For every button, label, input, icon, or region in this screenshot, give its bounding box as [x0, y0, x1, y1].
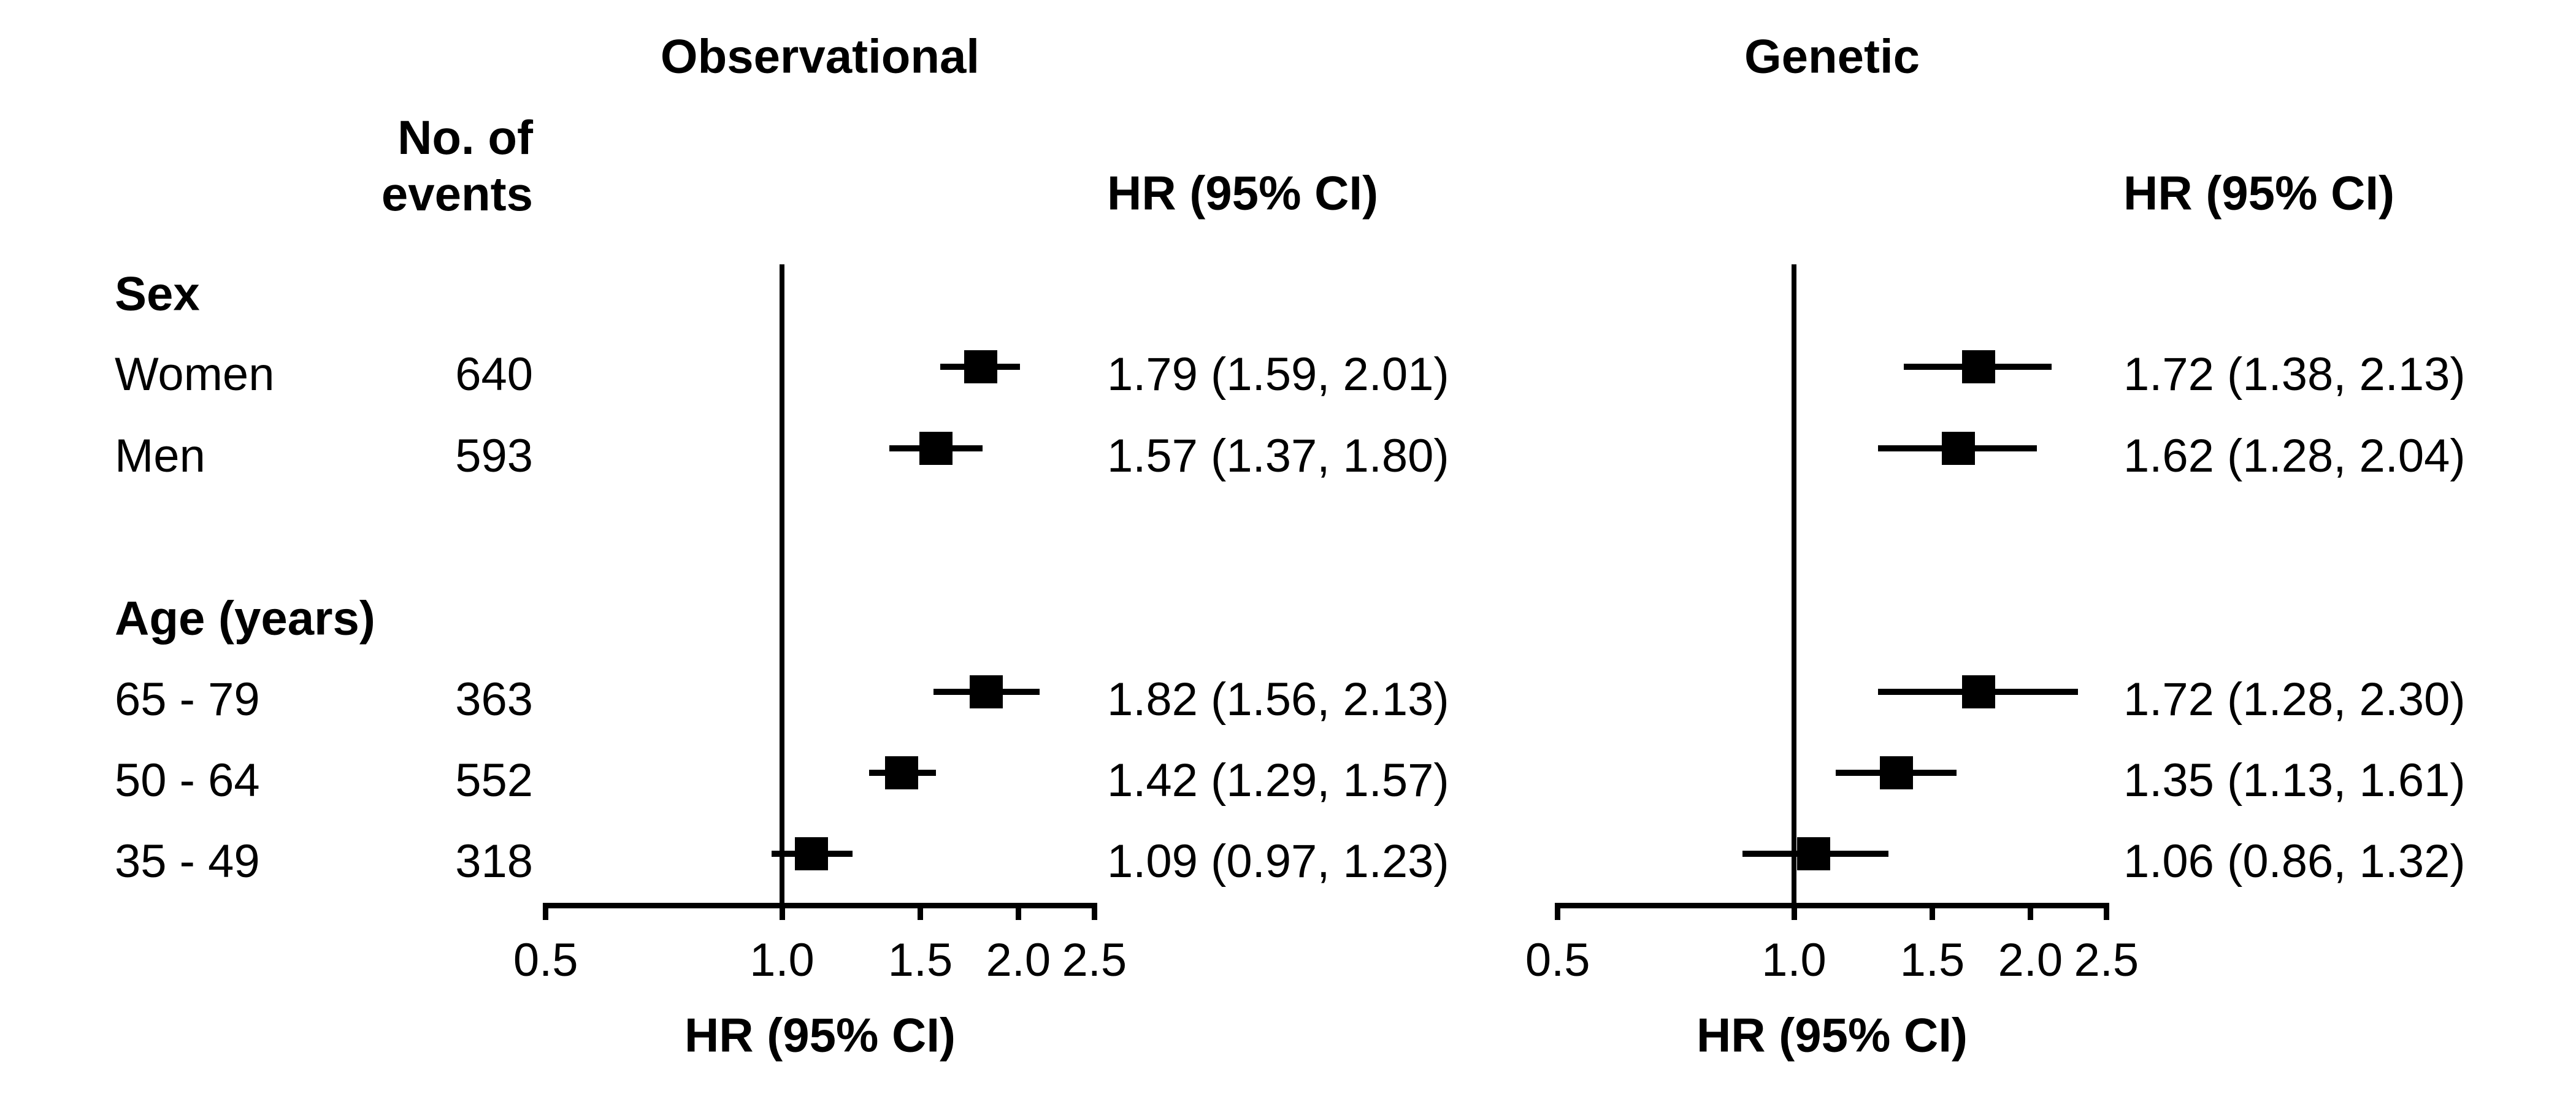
hr-ci-text: 1.72 (1.38, 2.13): [2123, 348, 2466, 401]
row-label: 50 - 64: [115, 754, 260, 807]
hr-point-marker: [919, 431, 953, 465]
reference-line: [1792, 264, 1796, 903]
row-label: Women: [115, 348, 275, 401]
axis-tick: [1791, 903, 1797, 920]
axis-tick: [1555, 903, 1561, 920]
hr-point-marker: [964, 350, 997, 384]
hr-ci-text: 1.79 (1.59, 2.01): [1107, 348, 1449, 401]
tick-label: 2.0: [986, 934, 1051, 986]
axis-tick: [779, 903, 785, 920]
events-value: 640: [455, 348, 533, 401]
tick-label: 1.0: [749, 934, 815, 986]
row-label: Men: [115, 429, 205, 482]
events-value: 318: [455, 835, 533, 888]
hr-ci-text: 1.35 (1.13, 1.61): [2123, 754, 2466, 807]
tick-label: 1.5: [887, 934, 953, 986]
row-label: 35 - 49: [115, 835, 260, 888]
hr-point-marker: [884, 756, 918, 789]
events-column-header: No. of events: [381, 109, 533, 222]
hr-ci-text: 1.09 (0.97, 1.23): [1107, 835, 1449, 888]
events-value: 593: [455, 429, 533, 482]
tick-label: 2.5: [1062, 934, 1127, 986]
x-axis-label-observational: HR (95% CI): [684, 1008, 956, 1062]
events-header-line2: events: [381, 167, 533, 221]
x-axis-label-genetic: HR (95% CI): [1696, 1008, 1968, 1062]
axis-tick: [917, 903, 923, 920]
axis-tick: [1015, 903, 1021, 920]
group-header: Age (years): [115, 591, 375, 645]
tick-label: 2.5: [2074, 934, 2139, 986]
tick-label: 0.5: [1525, 934, 1590, 986]
axis-tick: [2027, 903, 2033, 920]
axis-tick: [1091, 903, 1097, 920]
x-axis: [543, 903, 1097, 908]
axis-tick: [1929, 903, 1935, 920]
hr-point-marker: [794, 837, 828, 871]
hr-ci-text: 1.82 (1.56, 2.13): [1107, 673, 1449, 726]
axis-tick: [2103, 903, 2109, 920]
hr-point-marker: [1879, 756, 1913, 789]
hr-ci-text: 1.06 (0.86, 1.32): [2123, 835, 2466, 888]
hr-point-marker: [1962, 675, 1996, 708]
tick-label: 1.5: [1899, 934, 1965, 986]
row-label: 65 - 79: [115, 673, 260, 726]
hr-point-marker: [969, 675, 1003, 708]
hr-ci-text: 1.62 (1.28, 2.04): [2123, 429, 2466, 482]
hr-point-marker: [1962, 350, 1996, 384]
events-value: 363: [455, 673, 533, 726]
group-header: Sex: [115, 266, 200, 321]
reference-line: [780, 264, 784, 903]
hr-ci-text: 1.57 (1.37, 1.80): [1107, 429, 1449, 482]
x-axis: [1555, 903, 2109, 908]
hr-ci-text: 1.72 (1.28, 2.30): [2123, 673, 2466, 726]
panel-title-genetic: Genetic: [1744, 29, 1920, 83]
axis-tick: [543, 903, 549, 920]
tick-label: 0.5: [513, 934, 578, 986]
panel-title-observational: Observational: [660, 29, 980, 83]
hr-column-header-genetic: HR (95% CI): [2123, 166, 2395, 220]
tick-label: 1.0: [1761, 934, 1827, 986]
hr-point-marker: [1797, 837, 1831, 871]
events-value: 552: [455, 754, 533, 807]
hr-point-marker: [1942, 431, 1976, 465]
tick-label: 2.0: [1998, 934, 2063, 986]
hr-column-header-observational: HR (95% CI): [1107, 166, 1379, 220]
events-header-line1: No. of: [397, 110, 533, 164]
hr-ci-text: 1.42 (1.29, 1.57): [1107, 754, 1449, 807]
